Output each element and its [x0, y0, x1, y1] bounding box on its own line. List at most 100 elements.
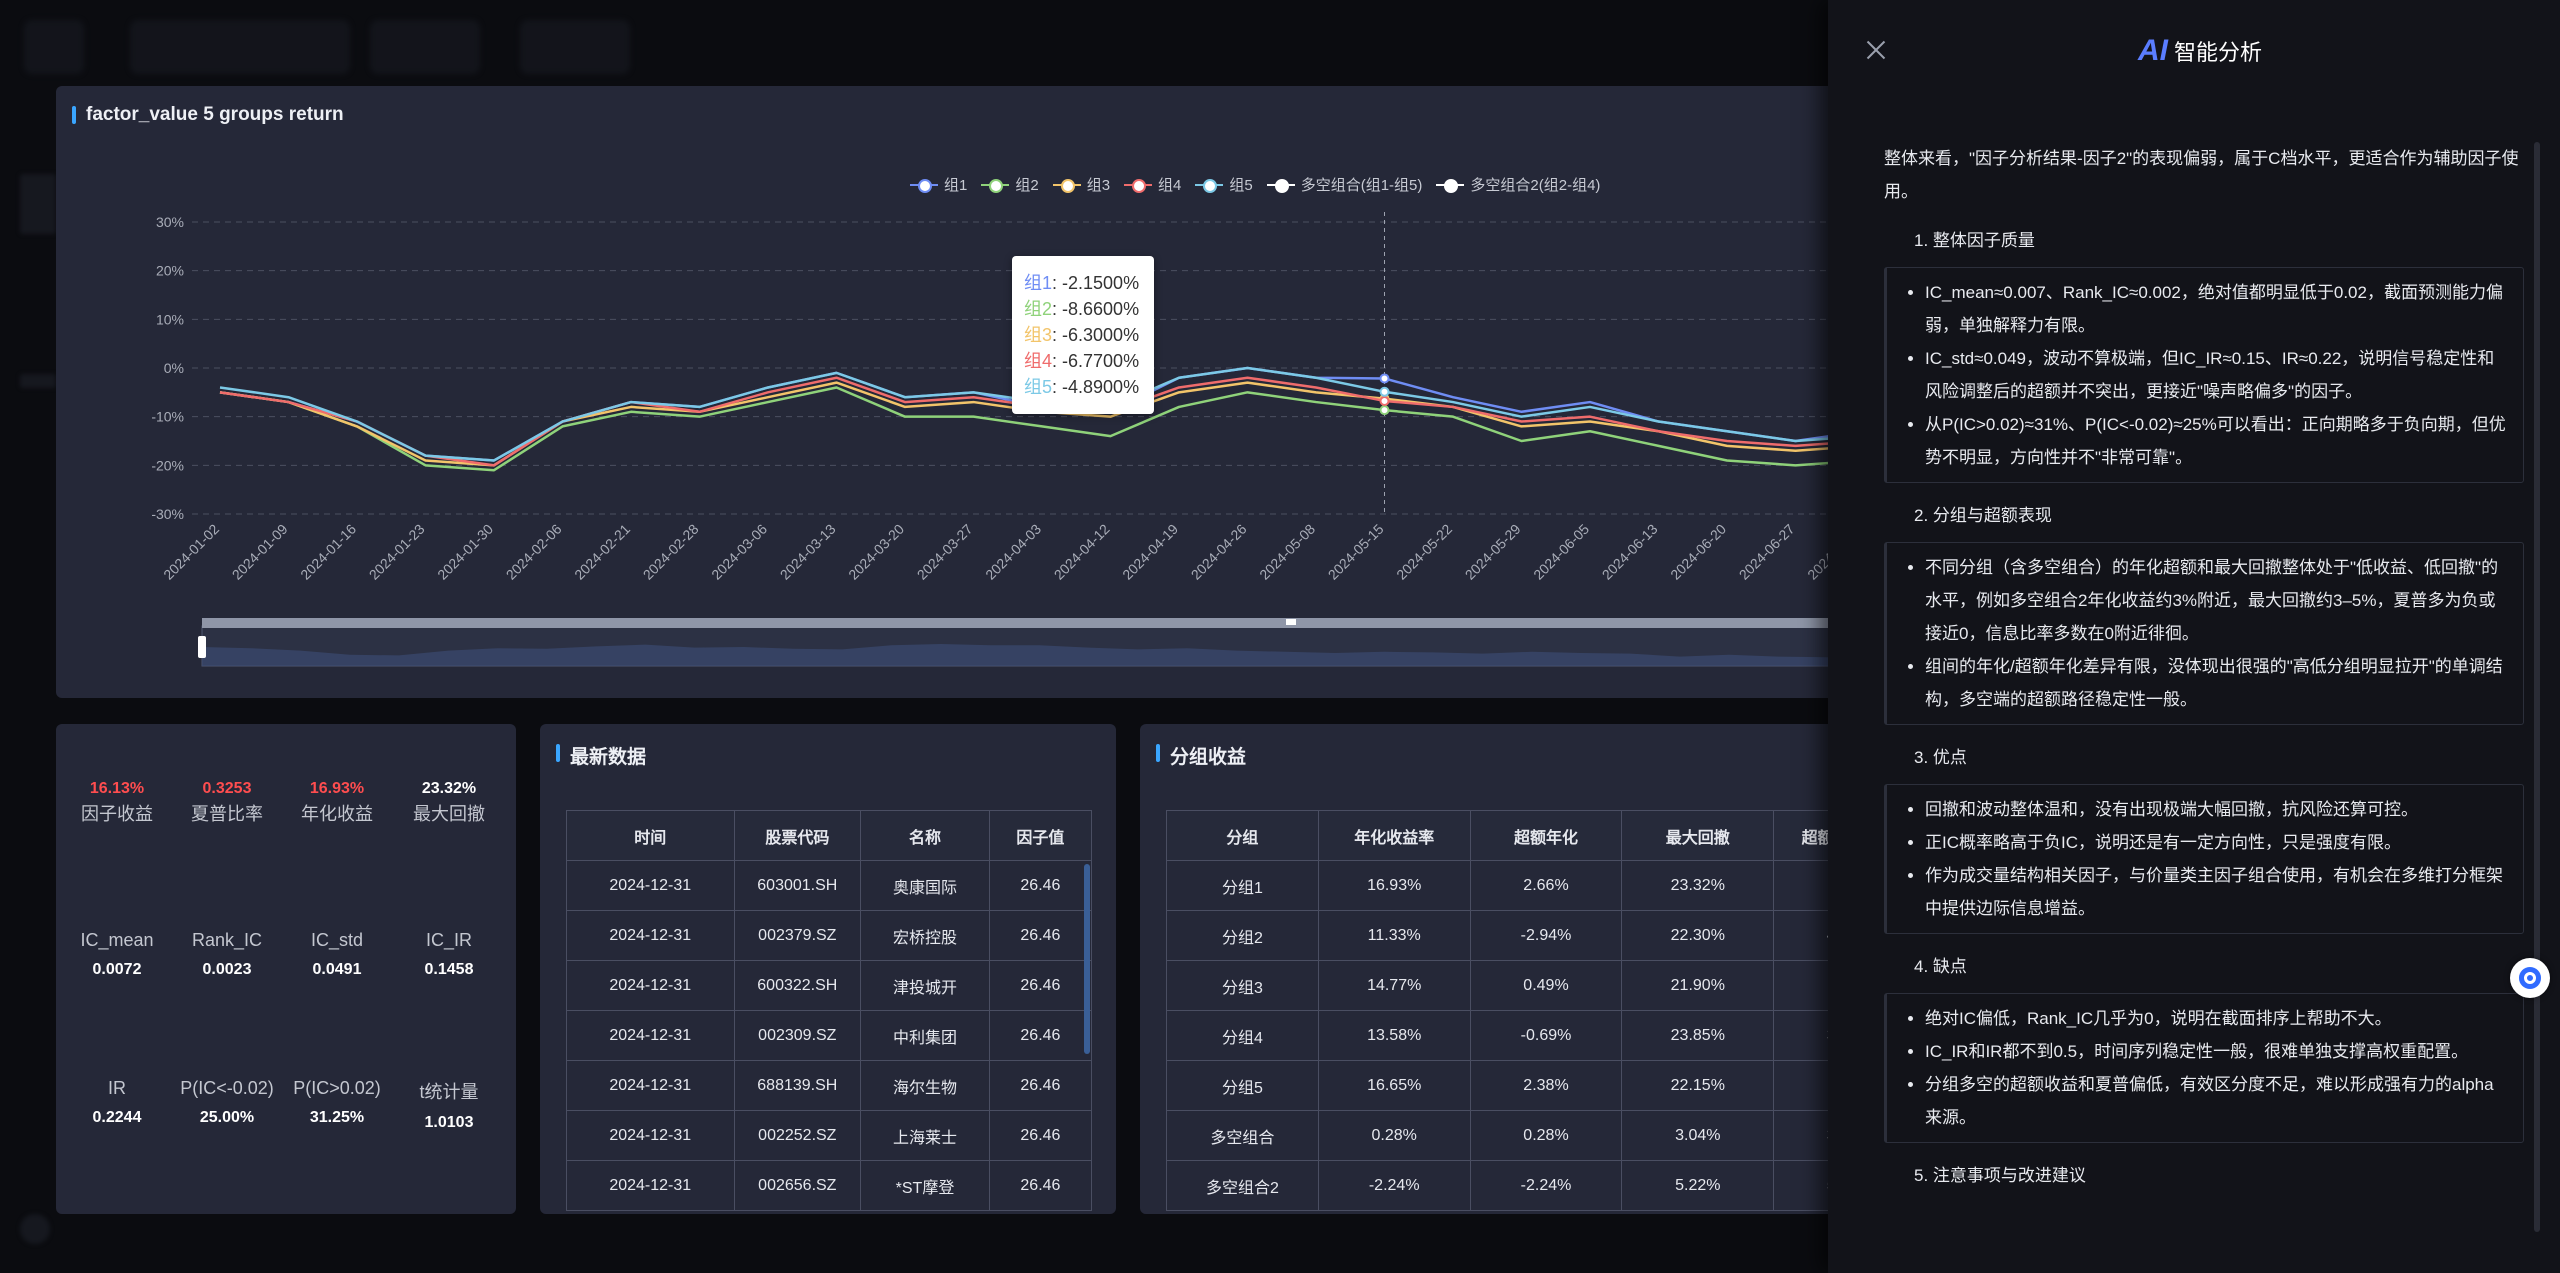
table-cell: -0.69%	[1469, 1010, 1623, 1061]
legend-item[interactable]: 组4	[1124, 174, 1181, 195]
stat-value: 16.13%	[89, 780, 145, 797]
ai-analysis-content: 整体来看，"因子分析结果-因子2"的表现偏弱，属于C档水平，更适合作为辅助因子使…	[1884, 142, 2524, 1202]
ai-list-item: 不同分组（含多空组合）的年化超额和最大回撤整体处于"低收益、低回撤"的水平，例如…	[1925, 551, 2507, 650]
x-tick-label: 2024-06-13	[1599, 521, 1661, 583]
stat-item: 23.32% 最大回撤	[394, 780, 504, 826]
stat-item: P(IC<-0.02) 25.00%	[172, 1076, 282, 1127]
table-cell: 002252.SZ	[733, 1110, 862, 1161]
table-row: 2024-12-31 002379.SZ 宏桥控股 26.46	[566, 910, 1093, 961]
stat-label: IC_mean	[80, 930, 154, 950]
stat-label: 因子收益	[81, 804, 153, 824]
table-cell: 海尔生物	[860, 1060, 990, 1111]
legend-item[interactable]: 多空组合(组1-组5)	[1266, 174, 1423, 195]
stat-value: 0.0491	[312, 961, 362, 978]
ai-list-item: 正IC概率略高于负IC，说明还是有一定方向性，只是强度有限。	[1925, 826, 2507, 859]
stat-item: 0.3253 夏普比率	[172, 780, 282, 826]
x-tick-label: 2024-03-13	[777, 521, 839, 583]
x-tick-label: 2024-03-27	[914, 521, 976, 583]
ai-list-item: 组间的年化/超额年化差异有限，没体现出很强的"高低分组明显拉开"的单调结构，多空…	[1925, 650, 2507, 716]
table-cell: 14.77%	[1317, 960, 1471, 1011]
table-cell: 26.46	[988, 1010, 1093, 1061]
legend-label: 组4	[1158, 177, 1182, 194]
legend-item[interactable]: 组2	[981, 174, 1039, 195]
stat-item: IC_IR 0.1458	[394, 928, 504, 979]
datazoom-bar[interactable]	[202, 618, 1926, 628]
tooltip-series-name: 组1	[1024, 273, 1053, 293]
table-cell: 13.58%	[1317, 1010, 1471, 1061]
table-header-row: 时间 股票代码 名称 因子值	[566, 810, 1093, 861]
stat-item: IC_std 0.0491	[282, 928, 392, 979]
group-returns-title: 分组收益	[1156, 742, 1246, 769]
table-cell: 26.46	[988, 960, 1093, 1011]
legend-label: 组3	[1086, 177, 1111, 194]
tooltip-value: : -6.7700%	[1052, 351, 1140, 371]
x-tick-label: 2024-04-12	[1051, 521, 1113, 583]
ai-scrollbar[interactable]	[2534, 142, 2540, 1232]
legend-label: 多空组合(组1-组5)	[1300, 177, 1423, 194]
x-tick-label: 2024-01-23	[366, 521, 428, 583]
stat-item: t统计量 1.0103	[394, 1076, 504, 1132]
table-cell: 津投城开	[860, 960, 990, 1011]
table-cell: 2024-12-31	[566, 1010, 735, 1061]
datazoom-center-grip[interactable]	[1286, 619, 1296, 625]
chart-tooltip: 组1: -2.1500% 组2: -8.6600% 组3: -6.3000% 组4: …	[1012, 256, 1154, 414]
legend-item[interactable]: 多空组合2(组2-组4)	[1436, 174, 1600, 195]
series-line-组2[interactable]	[219, 305, 1926, 490]
x-tick-label: 2024-01-30	[434, 521, 496, 583]
latest-data-table: 时间 股票代码 名称 因子值 2024-12-31 603001.SH 奥康国际 26.46 2…	[566, 810, 1093, 1211]
x-tick-label: 2024-02-06	[503, 521, 565, 583]
table-cell: 21.90%	[1621, 960, 1775, 1011]
x-tick-label: 2024-06-27	[1736, 521, 1798, 583]
datazoom-handle-left[interactable]	[198, 636, 206, 658]
table-cell: 23.85%	[1621, 1010, 1775, 1061]
y-tick-label: -10%	[151, 409, 184, 425]
legend-label: 组2	[1015, 177, 1039, 194]
legend-item[interactable]: 组1	[910, 174, 967, 195]
table-cell: 分组1	[1166, 860, 1319, 911]
tooltip-value: : -2.1500%	[1052, 273, 1140, 293]
ai-list-item: 从P(IC>0.02)≈31%、P(IC<-0.02)≈25%可以看出：正向期略…	[1925, 408, 2507, 474]
series-line-组5[interactable]	[219, 290, 1926, 475]
table-row: 2024-12-31 603001.SH 奥康国际 26.46	[566, 860, 1093, 911]
table-cell: 002656.SZ	[733, 1160, 862, 1211]
group-returns-table: 分组年化收益率超额年化最大回撤超额最大回撤分组116.93%2.66%23.32…	[1166, 810, 1926, 1211]
table-cell: 2.38%	[1469, 1060, 1623, 1111]
line-chart[interactable]: 30%20%10%0%-10%-20%-30%2024-01-02 2024-01…	[56, 86, 1926, 698]
column-header: 超额年化	[1469, 810, 1623, 861]
tooltip-row: 组4: -6.7700%	[1024, 348, 1142, 374]
table-cell: 宏桥控股	[860, 910, 990, 961]
column-header: 分组	[1166, 810, 1319, 861]
table-cell: 16.65%	[1317, 1060, 1471, 1111]
table-cell: 分组2	[1166, 910, 1319, 961]
stat-value: 0.0072	[92, 961, 142, 978]
legend-item[interactable]: 组3	[1052, 174, 1111, 195]
table-cell: 2.66%	[1469, 860, 1623, 911]
stat-value: 16.93%	[309, 780, 365, 797]
stat-item: 16.13% 因子收益	[62, 780, 172, 826]
x-tick-label: 2024-03-20	[845, 521, 907, 583]
x-tick-label: 2024-05-15	[1325, 521, 1387, 583]
stat-value: 0.0023	[202, 961, 252, 978]
legend-swatch-icon	[910, 178, 938, 193]
assistant-float-icon[interactable]	[2510, 958, 2550, 998]
y-tick-label: -30%	[151, 506, 184, 522]
legend-item[interactable]: 组5	[1195, 174, 1253, 195]
y-tick-label: 30%	[156, 214, 184, 230]
table-cell: 多空组合	[1166, 1110, 1319, 1161]
table-cell: -2.94%	[1469, 910, 1623, 961]
table-cell: 002309.SZ	[733, 1010, 862, 1061]
tooltip-series-name: 组2	[1024, 299, 1053, 319]
stat-label: IC_IR	[425, 930, 472, 950]
ai-section-title: 5. 注意事项与改进建议	[1914, 1166, 2086, 1185]
close-icon[interactable]	[1864, 38, 1888, 62]
stat-value: 0.2244	[92, 1109, 142, 1126]
table-row: 多空组合2-2.24%-2.24%5.22%5.22%	[1166, 1160, 1926, 1211]
table-scrollbar[interactable]	[1084, 864, 1090, 1054]
y-tick-label: 20%	[156, 263, 184, 279]
table-cell: -2.24%	[1317, 1160, 1471, 1211]
x-tick-label: 2024-02-28	[640, 521, 702, 583]
legend-swatch-icon	[1124, 178, 1153, 193]
